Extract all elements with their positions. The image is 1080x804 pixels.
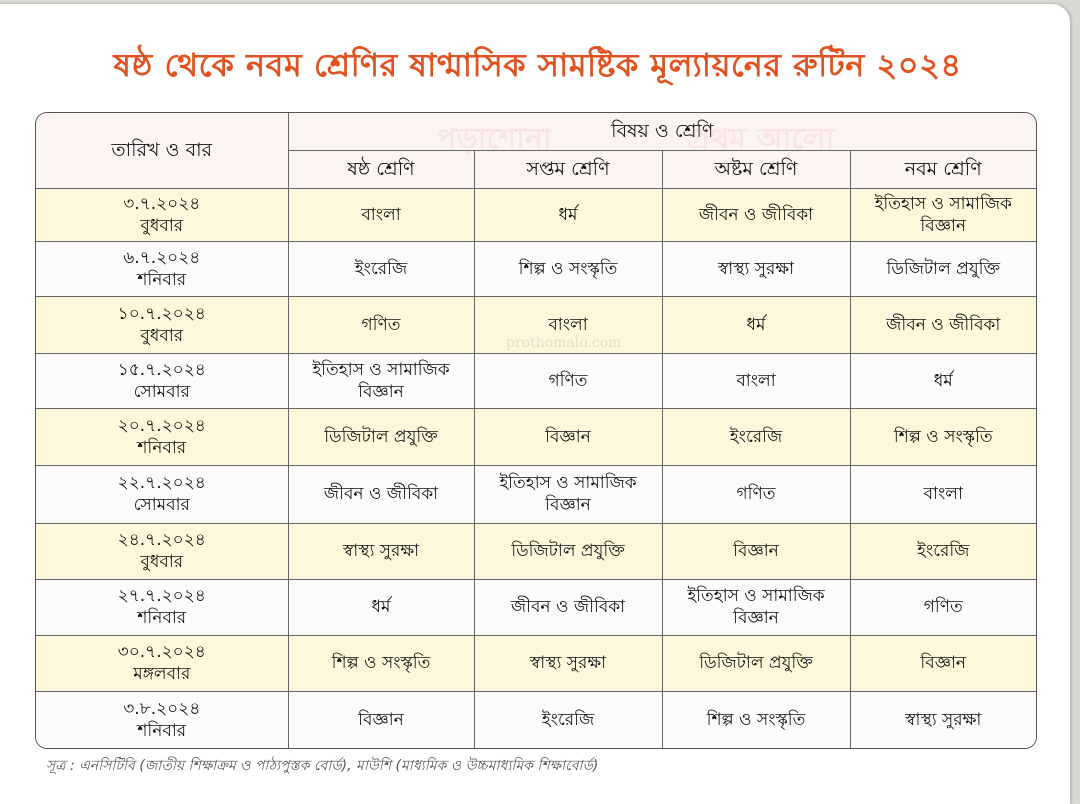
date-text: ১৫.৭.২০২৪ bbox=[117, 359, 206, 380]
subject-cell: ইংরেজি bbox=[661, 407, 851, 466]
subject-cell: ইতিহাস ও সামাজিক বিজ্ঞান bbox=[473, 464, 663, 524]
subject-cell: বিজ্ঞান bbox=[661, 522, 851, 580]
subject-cell: ইতিহাস ও সামাজিক বিজ্ঞান bbox=[849, 187, 1036, 242]
subject-cell: শিল্প ও সংস্কৃতি bbox=[849, 407, 1036, 466]
day-text: শনিবার bbox=[137, 437, 187, 458]
date-text: ৩.৭.২০২৪ bbox=[123, 193, 201, 214]
subject-group-header: বিষয় ও শ্রেণি bbox=[287, 113, 1036, 151]
subject-cell: ইতিহাস ও সামাজিক বিজ্ঞান bbox=[661, 578, 851, 636]
date-cell: ১৫.৭.২০২৪ সোমবার bbox=[36, 352, 289, 409]
date-cell: ২৪.৭.২০২৪ বুধবার bbox=[36, 522, 289, 580]
subject-cell: শিল্প ও সংস্কৃতি bbox=[287, 634, 475, 692]
subject-cell: স্বাস্থ্য সুরক্ষা bbox=[849, 690, 1036, 748]
subject-cell: ইংরেজি bbox=[849, 522, 1036, 580]
table-row: ১০.৭.২০২৪ বুধবার গণিত বাংলা ধর্ম জীবন ও জীবিক… bbox=[36, 295, 1036, 354]
subject-cell: গণিত bbox=[473, 352, 663, 409]
subject-cell: স্বাস্থ্য সুরক্ষা bbox=[287, 522, 475, 580]
subject-cell: বিজ্ঞান bbox=[849, 634, 1036, 692]
class-header: সপ্তম শ্রেণি bbox=[473, 149, 663, 189]
subject-cell: শিল্প ও সংস্কৃতি bbox=[661, 690, 851, 748]
subject-cell: ধর্ম bbox=[287, 578, 475, 636]
date-cell: ২২.৭.২০২৪ সোমবার bbox=[36, 464, 289, 524]
class-header: অষ্টম শ্রেণি bbox=[661, 149, 851, 189]
day-text: শনিবার bbox=[137, 269, 187, 290]
subject-cell: ধর্ম bbox=[849, 352, 1036, 409]
class-header: নবম শ্রেণি bbox=[849, 149, 1036, 189]
day-text: বুধবার bbox=[140, 552, 184, 572]
table-row: ২৭.৭.২০২৪ শনিবার ধর্ম জীবন ও জীবিকা ইতিহাস ও… bbox=[36, 578, 1036, 636]
date-text: ৩.৮.২০২৪ bbox=[123, 698, 201, 719]
date-text: ২২.৭.২০২৪ bbox=[117, 473, 206, 493]
subject-cell: বাংলা bbox=[473, 295, 663, 354]
day-text: মঙ্গলবার bbox=[133, 664, 191, 684]
exam-routine-table: তারিখ ও বার বিষয় ও শ্রেণি ষষ্ঠ শ্রেণি স… bbox=[35, 112, 1037, 749]
date-text: ২৪.৭.২০২৪ bbox=[117, 530, 206, 550]
date-text: ৬.৭.২০২৪ bbox=[123, 247, 201, 268]
date-text: ২০.৭.২০২৪ bbox=[117, 415, 206, 436]
subject-cell: ডিজিটাল প্রযুক্তি bbox=[661, 634, 851, 692]
date-cell: ৩০.৭.২০২৪ মঙ্গলবার bbox=[36, 634, 289, 692]
subject-cell: জীবন ও জীবিকা bbox=[849, 295, 1036, 354]
date-text: ১০.৭.২০২৪ bbox=[117, 303, 206, 324]
subject-cell: বাংলা bbox=[287, 187, 475, 242]
document-card: ষষ্ঠ থেকে নবম শ্রেণির ষাণ্মাসিক সামষ্টিক… bbox=[0, 4, 1070, 804]
subject-cell: বিজ্ঞান bbox=[473, 407, 663, 466]
subject-cell: বিজ্ঞান bbox=[287, 690, 475, 748]
subject-cell: গণিত bbox=[287, 295, 475, 354]
date-column-header: তারিখ ও বার bbox=[36, 113, 289, 189]
date-cell: ২৭.৭.২০২৪ শনিবার bbox=[36, 578, 289, 636]
subject-cell: ইংরেজি bbox=[287, 240, 475, 297]
subject-cell: বাংলা bbox=[849, 464, 1036, 524]
day-text: শনিবার bbox=[137, 720, 187, 741]
day-text: সোমবার bbox=[133, 495, 190, 515]
subject-cell: জীবন ও জীবিকা bbox=[473, 578, 663, 636]
table-row: ১৫.৭.২০২৪ সোমবার ইতিহাস ও সামাজিক বিজ্ঞান গ… bbox=[36, 352, 1036, 409]
subject-cell: শিল্প ও সংস্কৃতি bbox=[473, 240, 663, 297]
table-row: ২৪.৭.২০২৪ বুধবার স্বাস্থ্য সুরক্ষা ডিজিটাল … bbox=[36, 522, 1036, 580]
subject-cell: ডিজিটাল প্রযুক্তি bbox=[473, 522, 663, 580]
date-text: ৩০.৭.২০২৪ bbox=[117, 642, 206, 662]
day-text: বুধবার bbox=[140, 215, 184, 236]
subject-cell: জীবন ও জীবিকা bbox=[287, 464, 475, 524]
date-cell: ৬.৭.২০২৪ শনিবার bbox=[36, 240, 289, 297]
table-row: ২২.৭.২০২৪ সোমবার জীবন ও জীবিকা ইতিহাস ও সাম… bbox=[36, 464, 1036, 524]
table-row: ৬.৭.২০২৪ শনিবার ইংরেজি শিল্প ও সংস্কৃতি স্বা… bbox=[36, 240, 1036, 297]
subject-cell: ইতিহাস ও সামাজিক বিজ্ঞান bbox=[287, 352, 475, 409]
date-cell: ২০.৭.২০২৪ শনিবার bbox=[36, 407, 289, 466]
subject-cell: ডিজিটাল প্রযুক্তি bbox=[849, 240, 1036, 297]
day-text: শনিবার bbox=[137, 608, 187, 628]
date-cell: ৩.৮.২০২৪ শনিবার bbox=[36, 690, 289, 748]
subject-cell: ডিজিটাল প্রযুক্তি bbox=[287, 407, 475, 466]
subject-cell: জীবন ও জীবিকা bbox=[661, 187, 851, 242]
table-row: ৩.৮.২০২৪ শনিবার বিজ্ঞান ইংরেজি শিল্প ও সংস্ক… bbox=[36, 690, 1036, 748]
date-cell: ৩.৭.২০২৪ বুধবার bbox=[36, 187, 289, 242]
subject-cell: ইংরেজি bbox=[473, 690, 663, 748]
subject-cell: স্বাস্থ্য সুরক্ষা bbox=[473, 634, 663, 692]
subject-cell: গণিত bbox=[849, 578, 1036, 636]
day-text: সোমবার bbox=[133, 381, 190, 402]
subject-cell: বাংলা bbox=[661, 352, 851, 409]
subject-cell: ধর্ম bbox=[661, 295, 851, 354]
table-row: ২০.৭.২০২৪ শনিবার ডিজিটাল প্রযুক্তি বিজ্ঞান ই… bbox=[36, 407, 1036, 466]
date-cell: ১০.৭.২০২৪ বুধবার bbox=[36, 295, 289, 354]
class-header: ষষ্ঠ শ্রেণি bbox=[288, 149, 475, 189]
table-row: ৩০.৭.২০২৪ মঙ্গলবার শিল্প ও সংস্কৃতি স্বাস্থ… bbox=[36, 634, 1036, 692]
page-title: ষষ্ঠ থেকে নবম শ্রেণির ষাণ্মাসিক সামষ্টিক… bbox=[113, 46, 962, 84]
date-text: ২৭.৭.২০২৪ bbox=[117, 586, 206, 606]
subject-cell: ধর্ম bbox=[473, 187, 663, 242]
table-row: ৩.৭.২০২৪ বুধবার বাংলা ধর্ম জীবন ও জীবিকা ইতিহ… bbox=[36, 187, 1036, 242]
subject-cell: স্বাস্থ্য সুরক্ষা bbox=[661, 240, 851, 297]
source-note: সূত্র : এনসিটিবি (জাতীয় শিক্ষাক্রম ও পা… bbox=[46, 758, 599, 774]
subject-cell: গণিত bbox=[661, 464, 851, 524]
day-text: বুধবার bbox=[140, 325, 184, 346]
